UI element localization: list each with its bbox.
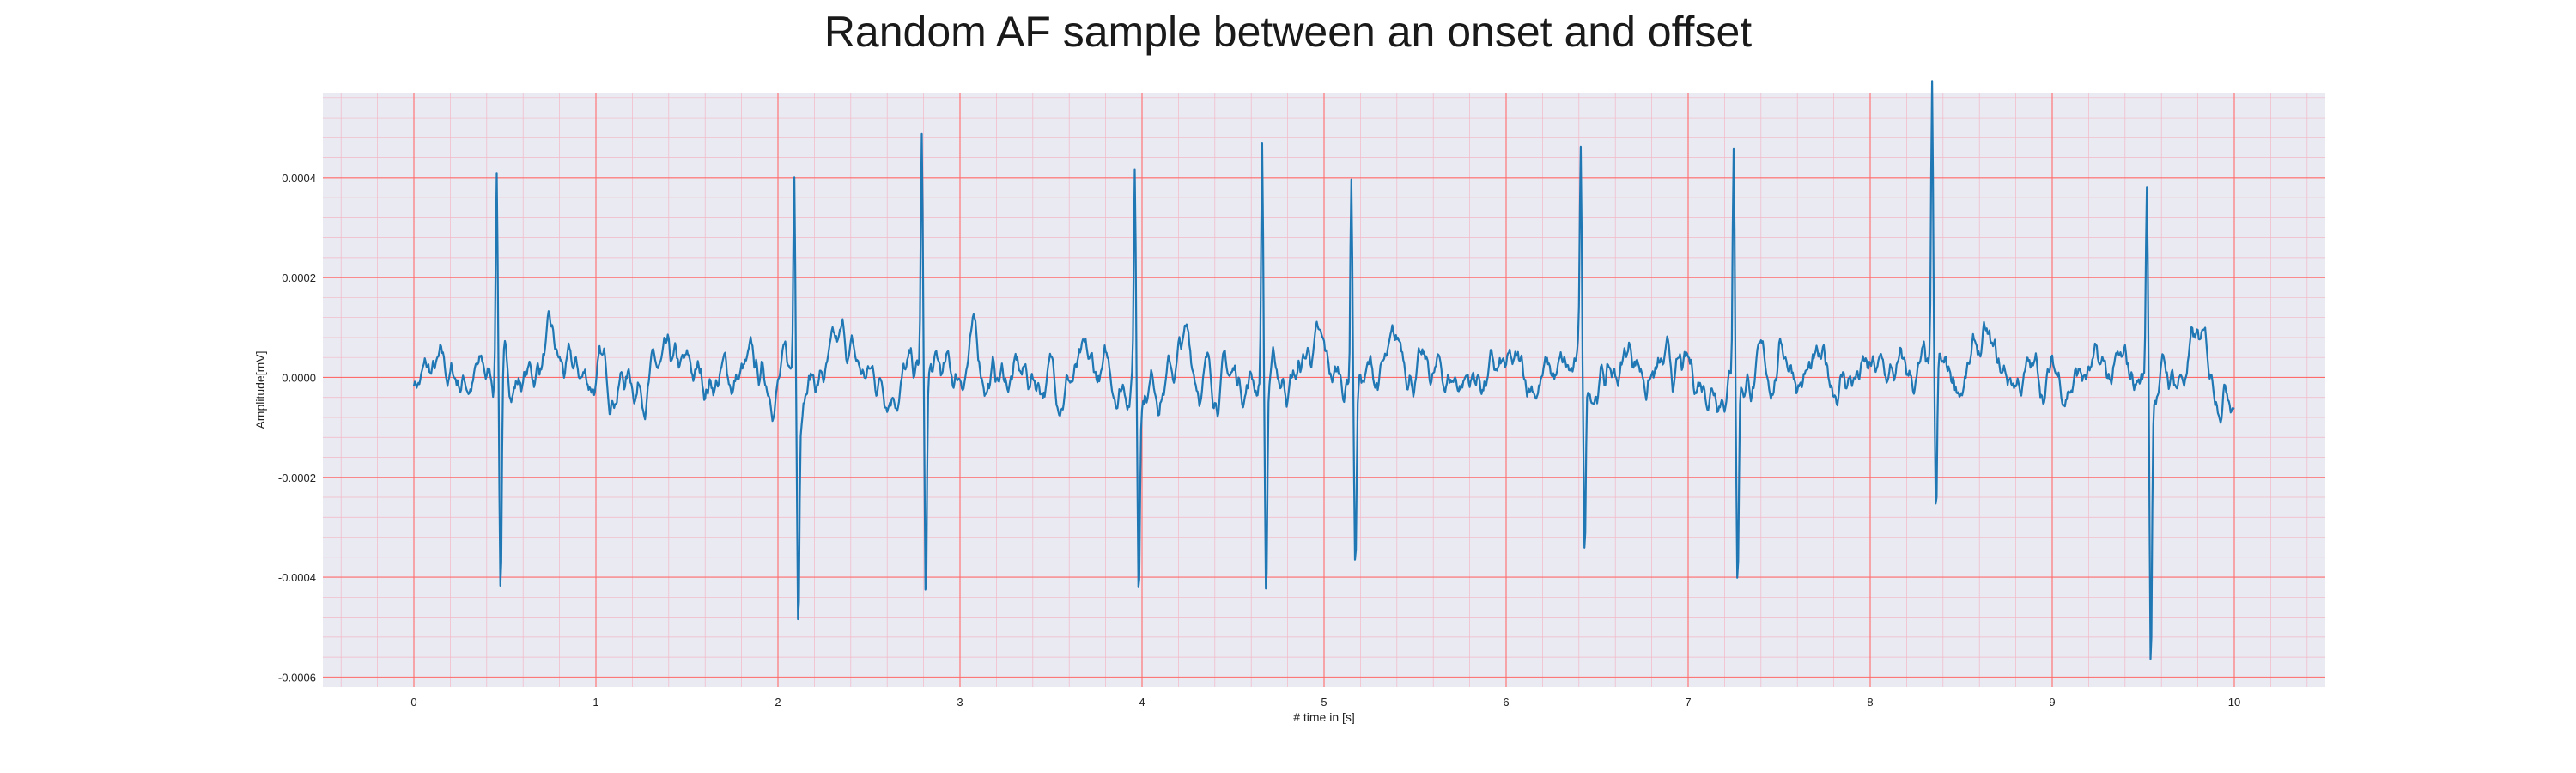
ecg-series-line: [412, 80, 2235, 660]
y-tick-labels: -0.0006 -0.0004 -0.0002 0.0000 0.0002 0.0004: [278, 172, 316, 685]
x-tick-label: 8: [1867, 696, 1873, 709]
x-tick-label: 3: [957, 696, 963, 709]
x-axis-label: # time in [s]: [1293, 710, 1355, 724]
y-tick-label: -0.0004: [278, 571, 316, 584]
chart-title: Random AF sample between an onset and of…: [823, 8, 1753, 56]
y-tick-label: -0.0006: [278, 671, 316, 684]
y-tick-label: 0.0004: [282, 172, 316, 185]
x-tick-label: 5: [1321, 696, 1327, 709]
y-tick-label: 0.0000: [282, 371, 316, 384]
x-tick-label: 6: [1503, 696, 1509, 709]
x-tick-label: 4: [1139, 696, 1145, 709]
y-axis-label: Amplitude[mV]: [253, 350, 267, 429]
x-tick-label: 0: [410, 696, 416, 709]
x-tick-label: 9: [2049, 696, 2055, 709]
x-tick-label: 7: [1685, 696, 1691, 709]
x-tick-label: 2: [775, 696, 781, 709]
y-tick-label: -0.0002: [278, 472, 316, 484]
x-tick-label: 10: [2228, 696, 2240, 709]
x-tick-labels: 0 1 2 3 4 5 6 7 8 9 10: [410, 696, 2240, 709]
major-grid: [323, 93, 2325, 687]
y-tick-label: 0.0002: [282, 271, 316, 284]
x-tick-label: 1: [592, 696, 598, 709]
